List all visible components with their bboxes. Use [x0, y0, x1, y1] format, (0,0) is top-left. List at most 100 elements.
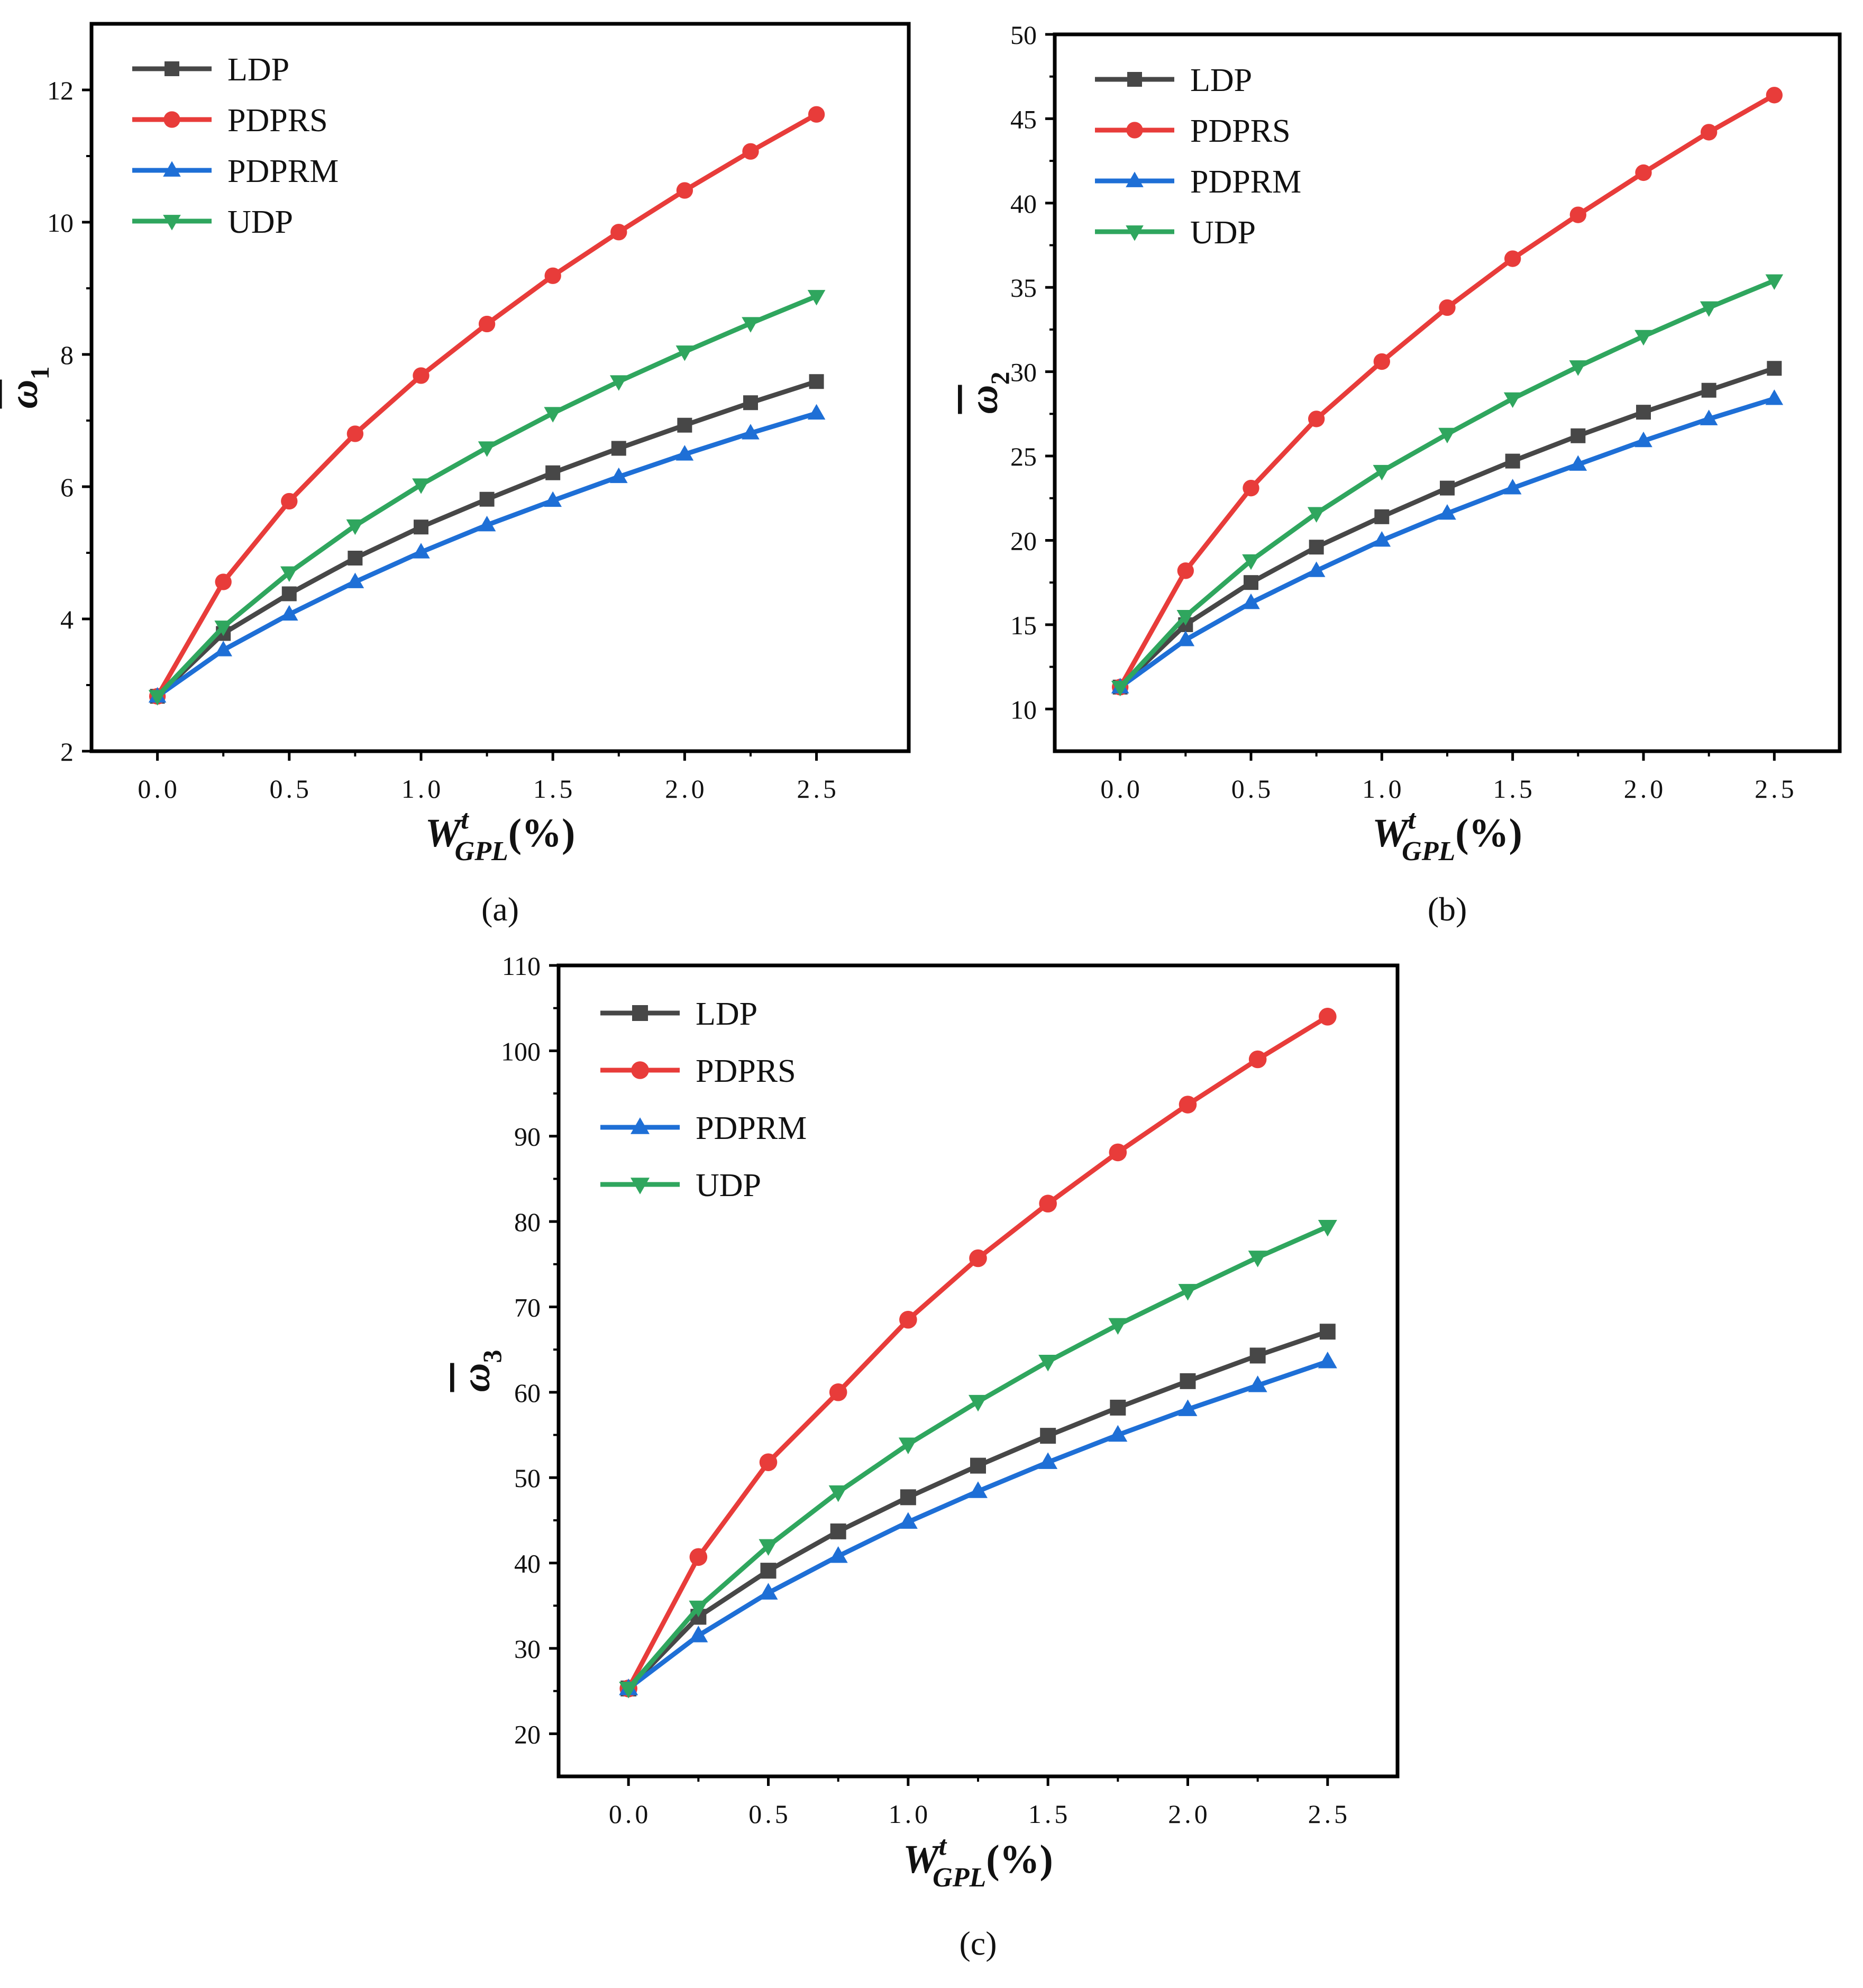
data-point-udp — [1438, 427, 1456, 444]
legend-marker-ldp — [1127, 72, 1142, 87]
data-point-pdprm — [1242, 593, 1260, 609]
data-point-pdprm — [544, 491, 562, 507]
legend-label-udp: UDP — [696, 1168, 761, 1203]
x-tick-label: 0.5 — [748, 1799, 791, 1829]
series-udp — [148, 290, 826, 706]
data-point-ldp — [1309, 540, 1324, 555]
legend: LDP PDPRS PDPRM UDP — [1095, 62, 1301, 251]
data-point-udp — [828, 1485, 848, 1502]
data-point-pdprm — [689, 1625, 708, 1643]
y-tick-label: 50 — [1010, 20, 1037, 50]
data-point-pdprs — [1243, 479, 1259, 497]
x-tick-label: 2.5 — [797, 774, 839, 804]
data-point-ldp — [1110, 1399, 1126, 1416]
data-point-ldp — [900, 1489, 916, 1506]
data-point-pdprm — [1373, 531, 1391, 547]
x-tick-label: 1.5 — [1028, 1799, 1071, 1829]
series-pdprm — [1111, 389, 1784, 694]
data-point-pdprs — [1373, 353, 1391, 370]
y-tick-label: 100 — [501, 1036, 541, 1066]
data-point-ldp — [809, 374, 824, 389]
y-axis-label: ω1 — [2, 367, 54, 409]
data-point-pdprs — [808, 106, 825, 123]
data-point-pdprm — [1038, 1452, 1058, 1469]
data-point-pdprs — [1569, 206, 1587, 223]
data-point-ldp — [1701, 382, 1716, 398]
data-point-pdprs — [1700, 124, 1718, 141]
series-ldp — [150, 374, 824, 704]
legend-label-pdprm: PDPRM — [227, 153, 339, 189]
plot-frame — [1053, 32, 1842, 753]
data-point-pdprm — [1248, 1375, 1267, 1392]
data-point-udp — [1111, 680, 1129, 697]
y-tick-label: 40 — [514, 1549, 541, 1579]
chart-c: 0.0 0.5 1.0 1.5 2.0 2.5 20 30 40 50 60 70 80 90 100 110… — [454, 951, 1400, 1962]
data-point-udp — [1038, 1354, 1058, 1372]
legend-marker-udp — [163, 215, 181, 231]
plot-frame — [89, 22, 911, 753]
y-tick-label: 30 — [514, 1634, 541, 1664]
data-point-udp — [1569, 360, 1587, 376]
data-point-udp — [609, 375, 628, 391]
legend: LDP PDPRS PDPRM UDP — [600, 996, 807, 1203]
data-point-ldp — [1319, 1324, 1336, 1340]
data-point-pdprs — [281, 493, 298, 510]
legend-marker-pdprs — [1126, 122, 1143, 139]
x-tick-label: 2.5 — [1755, 774, 1797, 804]
x-axis-label: Wt GPL(%) — [903, 1831, 1053, 1893]
x-tick-label: 0.5 — [270, 774, 313, 804]
data-point-udp — [807, 290, 826, 306]
data-point-ldp — [830, 1523, 846, 1539]
data-point-udp — [619, 1682, 638, 1699]
data-point-udp — [412, 478, 430, 494]
legend-marker-udp — [631, 1178, 650, 1194]
data-point-pdprm — [807, 404, 826, 420]
y-axis-label: ω2 — [962, 372, 1015, 414]
data-point-pdprm — [346, 572, 364, 588]
data-point-pdprs — [759, 1453, 778, 1471]
series-line-udp — [626, 1224, 1329, 1690]
y-tick-label: 60 — [514, 1378, 541, 1408]
data-point-ldp — [1636, 405, 1651, 420]
y-tick-label: 70 — [514, 1292, 541, 1322]
series-pdprs — [149, 106, 825, 705]
data-point-pdprm — [742, 424, 760, 440]
data-point-udp — [742, 317, 760, 333]
legend-label-ldp: LDP — [696, 996, 757, 1032]
data-point-pdprm — [1176, 631, 1195, 646]
data-point-pdprm — [412, 543, 430, 559]
y-tick-label: 90 — [514, 1122, 541, 1152]
legend-label-pdprm: PDPRM — [1190, 164, 1301, 200]
y-tick-label: 6 — [60, 472, 74, 502]
data-point-udp — [214, 621, 232, 636]
data-point-pdprm — [280, 605, 298, 621]
data-point-pdprm — [214, 641, 232, 656]
x-tick-label: 1.0 — [1362, 774, 1405, 804]
data-point-udp — [759, 1539, 778, 1556]
data-point-ldp — [1440, 480, 1455, 496]
data-point-ldp — [1767, 361, 1782, 376]
data-point-ldp — [677, 417, 692, 433]
data-point-ldp — [1244, 575, 1258, 590]
chart-a: 0.0 0.5 1.0 1.5 2.0 2.5 2 4 6 8 10 12 LDP PDPRS PDPRM U… — [2, 22, 911, 928]
y-tick-label: 12 — [47, 76, 74, 105]
y-tick-label: 80 — [514, 1207, 541, 1237]
legend-label-pdprm: PDPRM — [696, 1110, 807, 1146]
data-point-pdprm — [1503, 479, 1522, 495]
legend-marker-pdprm — [1126, 171, 1144, 187]
data-point-pdprm — [1178, 1399, 1198, 1416]
legend-label-ldp: LDP — [227, 52, 289, 88]
data-point-udp — [1248, 1251, 1267, 1267]
data-point-pdprm — [1634, 431, 1652, 448]
panel-label: (c) — [959, 1925, 997, 1962]
data-point-pdprm — [1438, 504, 1456, 520]
x-tick-label: 1.0 — [889, 1799, 932, 1829]
data-point-udp — [1700, 301, 1718, 317]
data-point-udp — [1318, 1220, 1337, 1237]
data-point-pdprm — [898, 1512, 918, 1529]
x-tick-label: 0.0 — [138, 774, 180, 804]
data-point-ldp — [413, 519, 428, 535]
y-tick-label: 45 — [1010, 104, 1037, 134]
data-point-udp — [346, 519, 364, 535]
